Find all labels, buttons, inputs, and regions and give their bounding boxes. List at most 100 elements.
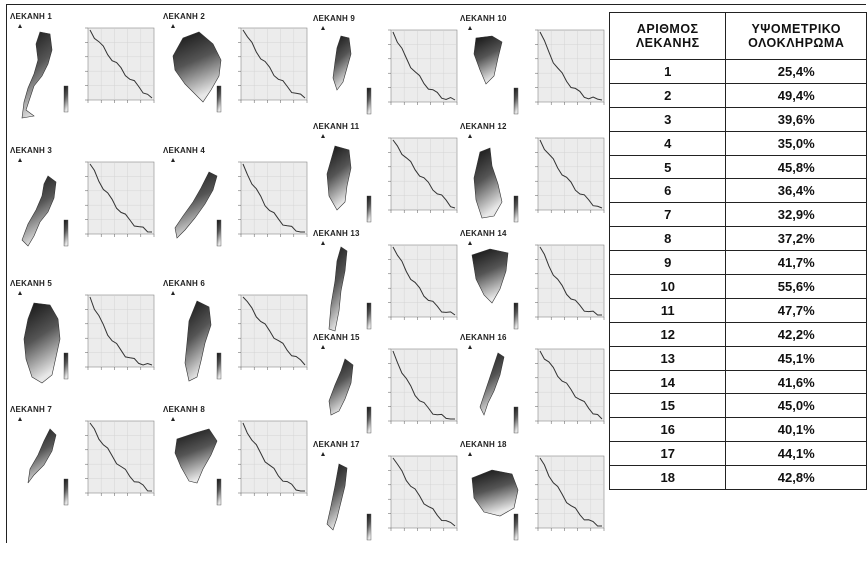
basin-shape [23,302,61,384]
elevation-legend [216,352,222,380]
hypsometric-value-cell: 41,6% [725,369,867,395]
north-arrow-icon [468,452,472,456]
north-arrow-icon [171,291,175,295]
basin-shape [473,147,503,219]
north-arrow-icon [18,291,22,295]
hypsometric-curve-plot [85,161,155,237]
hypsometric-curve-line [89,163,153,233]
table-row: 9 41,7% [608,250,867,276]
elevation-legend [63,352,69,380]
basin-title: ΛΕΚΑΝΗ 10 [460,14,507,23]
basin-title: ΛΕΚΑΝΗ 3 [10,146,53,155]
basin-title: ΛΕΚΑΝΗ 15 [313,333,360,342]
hypsometric-curve-plot [85,294,155,370]
basin-number-cell: 11 [608,297,727,323]
basin-elevation-map [468,134,519,223]
basin-panel: ΛΕΚΑΝΗ 11 [313,122,463,247]
north-arrow-icon [468,241,472,245]
basin-title: ΛΕΚΑΝΗ 16 [460,333,507,342]
header-basin-number-line2: ΛΕΚΑΝΗΣ [635,36,700,50]
basin-shape [174,428,218,484]
hypsometric-curve-plot [85,420,155,496]
basin-title: ΛΕΚΑΝΗ 14 [460,229,507,238]
north-arrow-icon [321,345,325,349]
table-row: 4 35,0% [608,130,867,156]
hypsometric-curve-plot [238,294,308,370]
elevation-legend [63,478,69,506]
basin-elevation-map [468,26,519,115]
basin-elevation-map [321,134,372,223]
north-arrow-icon [468,26,472,30]
plot-area [87,161,155,235]
north-arrow-icon [468,345,472,349]
basin-title: ΛΕΚΑΝΗ 1 [10,12,53,21]
header-basin-number: ΑΡΙΘΜΟΣ ΛΕΚΑΝΗΣ [608,12,727,60]
basin-number-cell: 16 [608,417,727,443]
hypsometric-curve-plot [238,161,308,237]
hypsometric-value-cell: 55,6% [725,274,867,299]
basin-panel: ΛΕΚΑΝΗ 5 [10,279,160,404]
hypsometric-value-cell: 39,6% [725,106,867,132]
hypsometric-curve-line [539,457,602,527]
plot-area [537,455,605,529]
basin-number-cell: 8 [608,226,727,252]
plot-area [390,137,458,211]
basin-shape [471,248,509,304]
hypsometric-value-cell: 32,9% [725,202,867,228]
basin-number-cell: 13 [608,345,727,371]
elevation-legend [216,478,222,506]
basin-panel: ΛΕΚΑΝΗ 18 [460,440,610,565]
basin-number-cell: 3 [608,106,727,132]
north-arrow-icon [321,134,325,138]
header-hypsometric-line2: ΟΛΟΚΛΗΡΩΜΑ [748,36,845,50]
basin-panel: ΛΕΚΑΝΗ 4 [163,146,313,271]
hypsometric-value-cell: 45,1% [725,345,867,371]
basin-panel: ΛΕΚΑΝΗ 1 [10,12,160,137]
north-arrow-icon [321,241,325,245]
basin-panel: ΛΕΚΑΝΗ 17 [313,440,463,565]
north-arrow-icon [171,417,175,421]
basin-elevation-map [321,26,372,115]
plot-area [537,29,605,103]
basin-shape [326,463,348,531]
basin-panel: ΛΕΚΑΝΗ 14 [460,229,610,354]
hypsometric-value-cell: 45,8% [725,154,867,180]
table-row: 5 45,8% [608,154,867,180]
basin-shape [328,246,348,332]
hypsometric-curve-plot [388,348,458,424]
header-basin-number-line1: ΑΡΙΘΜΟΣ [636,22,699,36]
basin-number-cell: 1 [608,59,727,84]
north-arrow-icon [18,417,22,421]
table-header-row: ΑΡΙΘΜΟΣ ΛΕΚΑΝΗΣ ΥΨΟΜΕΤΡΙΚΟ ΟΛΟΚΛΗΡΩΜΑ [608,12,867,60]
basin-elevation-map [18,24,69,119]
north-arrow-icon [321,26,325,30]
elevation-legend [366,513,372,541]
elevation-legend [63,219,69,247]
north-arrow-icon [468,134,472,138]
hypsometric-value-cell: 25,4% [725,59,867,84]
table-row: 14 41,6% [608,369,867,395]
basin-panel: ΛΕΚΑΝΗ 6 [163,279,313,404]
table-row: 16 40,1% [608,417,867,443]
plot-area [240,27,308,101]
hypsometric-curve-line [392,31,456,101]
plot-area [240,294,308,368]
hypsometric-curve-line [539,246,602,316]
hypsometric-curve-line [539,31,603,101]
plot-area [240,420,308,494]
basin-elevation-map [321,241,372,332]
basin-number-cell: 15 [608,393,727,419]
north-arrow-icon [18,24,22,28]
elevation-legend [513,406,519,434]
north-arrow-icon [321,452,325,456]
north-arrow-icon [171,24,175,28]
basin-panel: ΛΕΚΑΝΗ 10 [460,14,610,139]
hypsometric-curve-line [89,296,153,366]
basin-elevation-map [468,241,519,330]
basin-number-cell: 12 [608,321,727,347]
basin-number-cell: 14 [608,369,727,395]
basin-elevation-map [321,452,372,541]
basin-title: ΛΕΚΑΝΗ 2 [163,12,206,21]
elevation-legend [513,87,519,115]
